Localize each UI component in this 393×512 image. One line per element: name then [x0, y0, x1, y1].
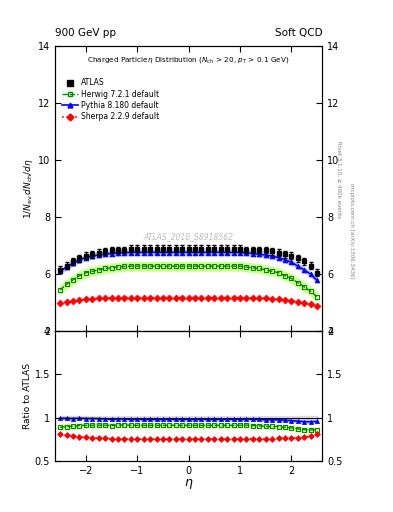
Text: Rivet 3.1.10, ≥ 400k events: Rivet 3.1.10, ≥ 400k events	[336, 141, 341, 218]
Text: 900 GeV pp: 900 GeV pp	[55, 28, 116, 38]
Text: Soft QCD: Soft QCD	[275, 28, 322, 38]
Text: ATLAS_2010_S8918562: ATLAS_2010_S8918562	[143, 232, 234, 242]
Y-axis label: Ratio to ATLAS: Ratio to ATLAS	[23, 363, 32, 429]
Legend: ATLAS, Herwig 7.2.1 default, Pythia 8.180 default, Sherpa 2.2.9 default: ATLAS, Herwig 7.2.1 default, Pythia 8.18…	[62, 78, 160, 121]
Text: Charged Particle$\eta$ Distribution ($N_{\rm ch}$ > 20, $p_{\rm T}$ > 0.1 GeV): Charged Particle$\eta$ Distribution ($N_…	[88, 55, 290, 65]
Text: mcplots.cern.ch [arXiv:1306.3436]: mcplots.cern.ch [arXiv:1306.3436]	[349, 183, 354, 278]
X-axis label: $\eta$: $\eta$	[184, 477, 193, 491]
Y-axis label: $1/N_{\rm ev}\,dN_{\rm ch}/d\eta$: $1/N_{\rm ev}\,dN_{\rm ch}/d\eta$	[22, 158, 35, 219]
